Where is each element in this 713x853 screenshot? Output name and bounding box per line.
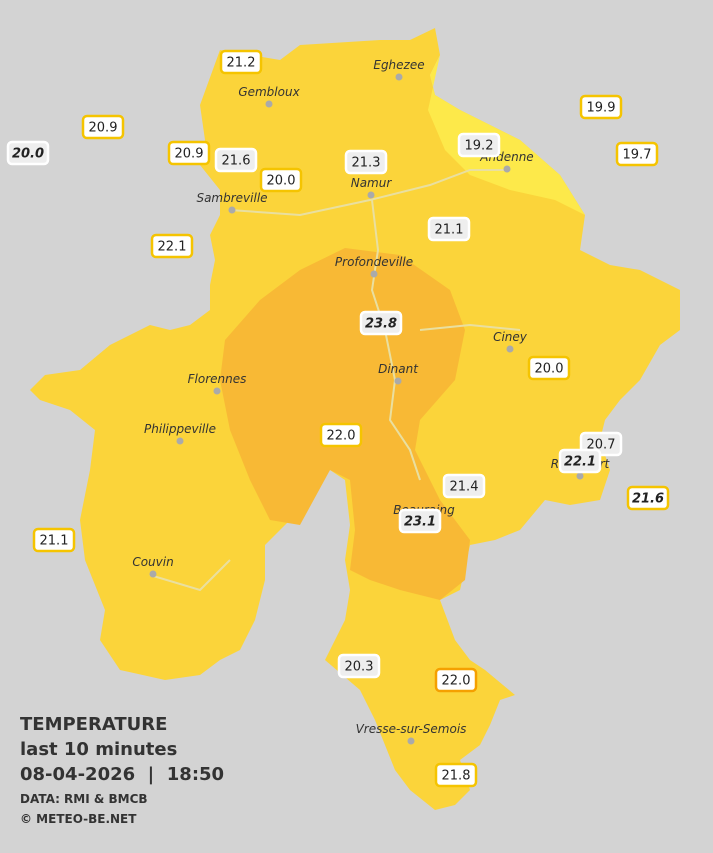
station-temp: 21.2 (227, 56, 256, 71)
station-box (527, 355, 571, 381)
station-temp: 20.9 (89, 121, 118, 136)
station-box (81, 114, 125, 140)
city-dot (228, 206, 236, 214)
river (149, 169, 521, 592)
station-temp: 21.4 (450, 480, 479, 495)
station-box (344, 149, 388, 175)
station-box (6, 140, 50, 166)
station-temp: 22.0 (327, 429, 356, 444)
city-label: Ciney (493, 330, 528, 344)
city-dot (149, 570, 157, 578)
city-dot (370, 270, 378, 278)
station-temp: 20.3 (345, 660, 374, 675)
station-temp: 22.0 (442, 674, 471, 689)
station-box (319, 422, 363, 448)
city-label: Eghezee (373, 58, 424, 72)
station-box (150, 233, 194, 259)
city-label: Vresse-sur-Semois (356, 722, 467, 736)
station-temp: 21.8 (442, 769, 471, 784)
station-temp: 19.2 (465, 139, 494, 154)
station-box (615, 141, 659, 167)
city-dot (506, 345, 514, 353)
city-dot (395, 73, 403, 81)
station-temp: 20.9 (175, 147, 204, 162)
station-temp: 21.1 (40, 534, 69, 549)
city-label: Gembloux (238, 85, 300, 99)
station-temp: 20.0 (12, 147, 44, 162)
city-dot (213, 387, 221, 395)
city-dot (503, 165, 511, 173)
station-box (398, 508, 442, 534)
station-temp: 22.1 (158, 240, 187, 255)
city-label: Profondeville (335, 255, 413, 269)
station-temp: 20.0 (535, 362, 564, 377)
station-box (219, 49, 263, 75)
station-box (32, 527, 76, 553)
station-temp: 23.1 (404, 515, 436, 530)
station-box (579, 94, 623, 120)
legend-title: TEMPERATURE (20, 714, 167, 735)
city-label: Namur (351, 176, 393, 190)
legend-credit: © METEO-BE.NET (20, 812, 137, 826)
station-temp: 23.8 (365, 317, 397, 332)
city-dot (176, 437, 184, 445)
legend-datetime: 08-04-2026 | 18:50 (20, 764, 224, 785)
station-temp: 21.6 (222, 154, 251, 169)
city-label: Philippeville (144, 422, 216, 436)
station-temp: 19.9 (587, 101, 616, 116)
city-dot (407, 737, 415, 745)
station-box (259, 167, 303, 193)
station-box (359, 310, 403, 336)
station-temp: 22.1 (564, 455, 596, 470)
city-dot (394, 377, 402, 385)
station-box (427, 216, 471, 242)
legend-subtitle: last 10 minutes (20, 739, 177, 760)
cool-zone (428, 55, 585, 215)
station-box (214, 147, 258, 173)
city-dot (367, 191, 375, 199)
station-temp: 21.3 (352, 156, 381, 171)
station-temp: 19.7 (623, 148, 652, 163)
station-box (434, 667, 478, 693)
station-box (442, 473, 486, 499)
city-dot (576, 472, 584, 480)
station-box (337, 653, 381, 679)
city-label: Couvin (132, 555, 173, 569)
station-temp: 20.0 (267, 174, 296, 189)
station-temp: 21.1 (435, 223, 464, 238)
city-label: Florennes (188, 372, 247, 386)
city-label: Dinant (378, 362, 419, 376)
station-box (434, 762, 478, 788)
station-temp: 21.6 (632, 492, 664, 507)
station-box (457, 132, 501, 158)
station-box (167, 140, 211, 166)
station-box (558, 448, 602, 474)
city-label: Sambreville (196, 191, 267, 205)
station-box (626, 485, 670, 511)
city-dot (265, 100, 273, 108)
legend-source: DATA: RMI & BMCB (20, 792, 148, 806)
